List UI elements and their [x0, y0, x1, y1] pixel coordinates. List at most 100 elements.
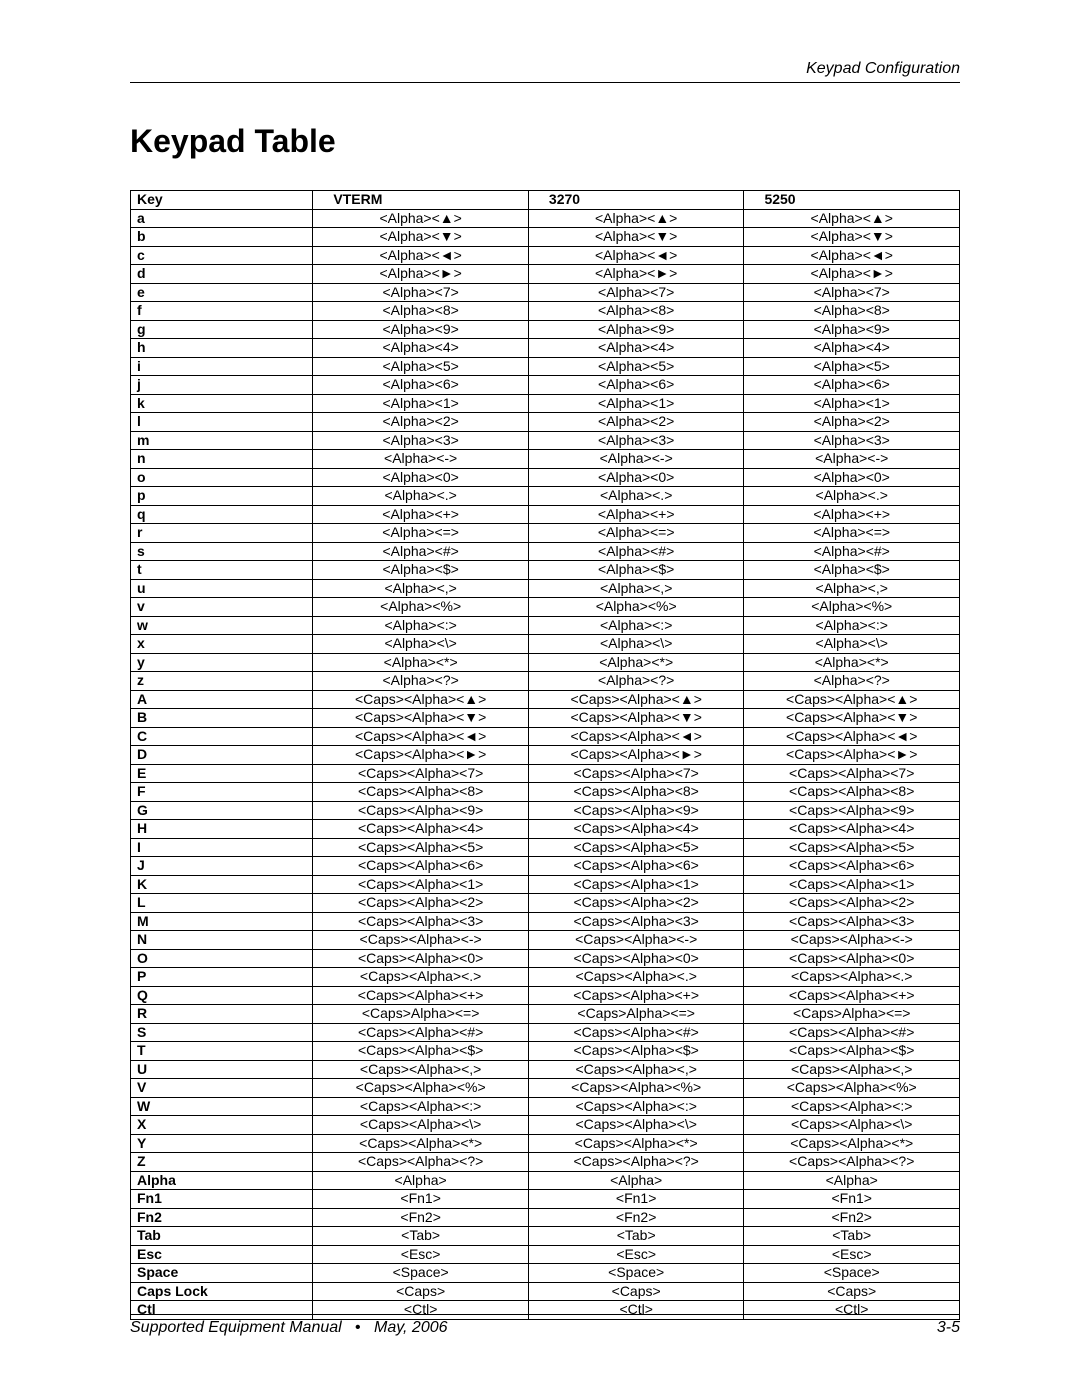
- cell-vterm: <Alpha><%>: [313, 598, 529, 617]
- cell-3270: <Caps><Alpha><5>: [528, 838, 744, 857]
- table-row: m<Alpha><3><Alpha><3><Alpha><3>: [131, 431, 960, 450]
- cell-5250: <Alpha><*>: [744, 653, 960, 672]
- cell-vterm: <Caps><Alpha><3>: [313, 912, 529, 931]
- table-row: u<Alpha><,><Alpha><,><Alpha><,>: [131, 579, 960, 598]
- cell-3270: <Caps><Alpha><\>: [528, 1116, 744, 1135]
- cell-key: C: [131, 727, 313, 746]
- table-row: a<Alpha><▲><Alpha><▲><Alpha><▲>: [131, 209, 960, 228]
- cell-key: n: [131, 450, 313, 469]
- cell-5250: <Fn2>: [744, 1208, 960, 1227]
- table-row: D<Caps><Alpha><►><Caps><Alpha><►><Caps><…: [131, 746, 960, 765]
- cell-vterm: <Alpha><->: [313, 450, 529, 469]
- cell-3270: <Alpha><=>: [528, 524, 744, 543]
- table-row: J<Caps><Alpha><6><Caps><Alpha><6><Caps><…: [131, 857, 960, 876]
- cell-key: t: [131, 561, 313, 580]
- cell-key: v: [131, 598, 313, 617]
- cell-3270: <Caps><Alpha><4>: [528, 820, 744, 839]
- cell-key: A: [131, 690, 313, 709]
- cell-key: X: [131, 1116, 313, 1135]
- cell-vterm: <Caps><Alpha><%>: [313, 1079, 529, 1098]
- cell-5250: <Alpha><?>: [744, 672, 960, 691]
- cell-vterm: <Alpha><►>: [313, 265, 529, 284]
- cell-3270: <Caps><Alpha><,>: [528, 1060, 744, 1079]
- table-row: R<Caps>Alpha><=><Caps>Alpha><=><Caps>Alp…: [131, 1005, 960, 1024]
- table-row: p<Alpha><.><Alpha><.><Alpha><.>: [131, 487, 960, 506]
- cell-key: O: [131, 949, 313, 968]
- cell-key: W: [131, 1097, 313, 1116]
- cell-key: m: [131, 431, 313, 450]
- cell-3270: <Alpha><%>: [528, 598, 744, 617]
- cell-key: R: [131, 1005, 313, 1024]
- cell-3270: <Caps><Alpha><►>: [528, 746, 744, 765]
- cell-key: P: [131, 968, 313, 987]
- cell-5250: <Caps><Alpha><?>: [744, 1153, 960, 1172]
- cell-key: Y: [131, 1134, 313, 1153]
- cell-3270: <Alpha><0>: [528, 468, 744, 487]
- cell-vterm: <Caps><Alpha><7>: [313, 764, 529, 783]
- cell-3270: <Caps><Alpha><?>: [528, 1153, 744, 1172]
- cell-key: r: [131, 524, 313, 543]
- cell-vterm: <Alpha><$>: [313, 561, 529, 580]
- table-row: i<Alpha><5><Alpha><5><Alpha><5>: [131, 357, 960, 376]
- cell-5250: <Caps><Alpha><►>: [744, 746, 960, 765]
- cell-5250: <Caps><Alpha><%>: [744, 1079, 960, 1098]
- cell-key: i: [131, 357, 313, 376]
- cell-key: k: [131, 394, 313, 413]
- cell-vterm: <Caps>Alpha><=>: [313, 1005, 529, 1024]
- cell-5250: <Alpha><,>: [744, 579, 960, 598]
- cell-vterm: <Alpha><2>: [313, 413, 529, 432]
- cell-vterm: <Alpha><*>: [313, 653, 529, 672]
- cell-key: G: [131, 801, 313, 820]
- cell-3270: <Alpha><4>: [528, 339, 744, 358]
- cell-3270: <Caps><Alpha><+>: [528, 986, 744, 1005]
- cell-vterm: <Tab>: [313, 1227, 529, 1246]
- cell-vterm: <Caps><Alpha><6>: [313, 857, 529, 876]
- cell-5250: <Caps><Alpha><,>: [744, 1060, 960, 1079]
- cell-vterm: <Caps>: [313, 1282, 529, 1301]
- cell-vterm: <Alpha><#>: [313, 542, 529, 561]
- table-row: Space<Space><Space><Space>: [131, 1264, 960, 1283]
- cell-vterm: <Alpha><0>: [313, 468, 529, 487]
- cell-5250: <Caps><Alpha><3>: [744, 912, 960, 931]
- cell-3270: <Tab>: [528, 1227, 744, 1246]
- cell-3270: <Alpha><$>: [528, 561, 744, 580]
- cell-key: d: [131, 265, 313, 284]
- cell-5250: <Alpha><4>: [744, 339, 960, 358]
- table-row: X<Caps><Alpha><\><Caps><Alpha><\><Caps><…: [131, 1116, 960, 1135]
- cell-5250: <Alpha><$>: [744, 561, 960, 580]
- cell-5250: <Caps><Alpha><$>: [744, 1042, 960, 1061]
- cell-3270: <Alpha><7>: [528, 283, 744, 302]
- cell-vterm: <Alpha><▼>: [313, 228, 529, 247]
- cell-3270: <Caps><Alpha><1>: [528, 875, 744, 894]
- cell-key: e: [131, 283, 313, 302]
- cell-vterm: <Caps><Alpha><,>: [313, 1060, 529, 1079]
- cell-5250: <Alpha><=>: [744, 524, 960, 543]
- cell-3270: <Alpha><▼>: [528, 228, 744, 247]
- cell-5250: <Caps><Alpha><5>: [744, 838, 960, 857]
- cell-key: o: [131, 468, 313, 487]
- table-row: f<Alpha><8><Alpha><8><Alpha><8>: [131, 302, 960, 321]
- table-row: L<Caps><Alpha><2><Caps><Alpha><2><Caps><…: [131, 894, 960, 913]
- cell-key: l: [131, 413, 313, 432]
- cell-3270: <Alpha><8>: [528, 302, 744, 321]
- cell-3270: <Caps><Alpha><2>: [528, 894, 744, 913]
- cell-5250: <Caps><Alpha><4>: [744, 820, 960, 839]
- cell-3270: <Esc>: [528, 1245, 744, 1264]
- cell-vterm: <Caps><Alpha><▲>: [313, 690, 529, 709]
- table-row: I<Caps><Alpha><5><Caps><Alpha><5><Caps><…: [131, 838, 960, 857]
- table-row: l<Alpha><2><Alpha><2><Alpha><2>: [131, 413, 960, 432]
- cell-3270: <Caps><Alpha><->: [528, 931, 744, 950]
- cell-vterm: <Esc>: [313, 1245, 529, 1264]
- keypad-table: Key VTERM 3270 5250 a<Alpha><▲><Alpha><▲…: [130, 190, 960, 1320]
- cell-5250: <Caps>Alpha><=>: [744, 1005, 960, 1024]
- cell-3270: <Caps><Alpha><:>: [528, 1097, 744, 1116]
- cell-5250: <Caps><Alpha><8>: [744, 783, 960, 802]
- cell-5250: <Caps><Alpha><\>: [744, 1116, 960, 1135]
- cell-3270: <Alpha><6>: [528, 376, 744, 395]
- cell-5250: <Caps><Alpha><.>: [744, 968, 960, 987]
- cell-3270: <Caps><Alpha><#>: [528, 1023, 744, 1042]
- cell-key: Tab: [131, 1227, 313, 1246]
- cell-3270: <Fn2>: [528, 1208, 744, 1227]
- cell-vterm: <Alpha><=>: [313, 524, 529, 543]
- cell-5250: <Space>: [744, 1264, 960, 1283]
